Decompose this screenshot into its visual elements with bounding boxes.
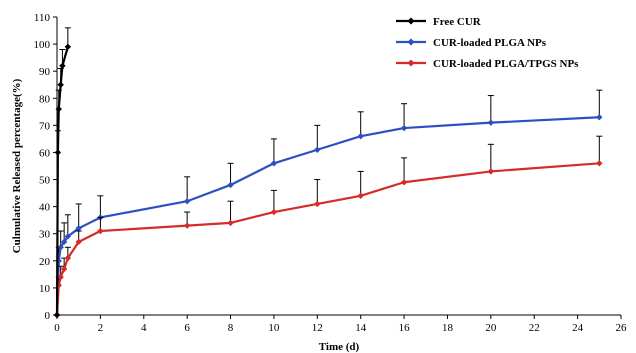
data-point — [60, 265, 68, 273]
data-point — [183, 198, 191, 205]
y-tick-label: 40 — [39, 202, 51, 214]
x-tick-label: 10 — [268, 322, 280, 334]
y-tick-label: 30 — [39, 229, 51, 241]
series-line — [55, 46, 69, 316]
data-point — [227, 181, 234, 189]
data-point — [64, 233, 72, 240]
y-axis-ticks: 0 10 20 30 40 50 60 70 80 90 100 110 — [34, 12, 57, 322]
x-axis-title: Time (d) — [319, 341, 360, 353]
data-point — [596, 160, 603, 167]
data-point — [487, 119, 495, 126]
x-tick-label: 0 — [54, 322, 60, 334]
x-tick-label: 14 — [355, 322, 367, 334]
x-axis-ticks: 0 2 4 6 8 10 12 14 16 18 20 22 24 26 — [54, 315, 627, 334]
x-tick-label: 20 — [485, 322, 497, 334]
x-tick-label: 16 — [399, 322, 411, 334]
series-1 — [53, 89, 603, 319]
y-tick-label: 0 — [45, 310, 51, 322]
data-point — [314, 200, 321, 208]
data-point — [75, 238, 82, 246]
y-tick-label: 10 — [39, 283, 51, 295]
y-tick-label: 20 — [39, 256, 51, 268]
legend-marker — [407, 38, 415, 46]
data-point — [227, 219, 234, 227]
x-tick-label: 24 — [572, 322, 584, 334]
legend-label: Free CUR — [433, 16, 482, 28]
data-point — [487, 168, 495, 175]
data-point — [314, 146, 321, 153]
legend-label: CUR-loaded PLGA NPs — [433, 37, 547, 49]
series-0 — [53, 27, 72, 319]
data-point — [54, 149, 62, 156]
y-axis-title: Culmulative Released percentage(%) — [11, 78, 23, 253]
data-point — [183, 222, 191, 229]
data-point — [97, 227, 104, 235]
y-tick-label: 110 — [34, 12, 51, 24]
y-tick-label: 50 — [39, 175, 51, 187]
data-point — [64, 254, 72, 262]
data-point — [55, 105, 62, 113]
legend-marker — [407, 59, 415, 67]
y-tick-label: 100 — [34, 39, 51, 51]
data-point — [357, 192, 364, 199]
data-point — [59, 62, 66, 69]
series-line — [55, 162, 600, 316]
legend-marker — [407, 17, 415, 25]
y-tick-label: 80 — [39, 93, 51, 105]
data-point — [270, 208, 278, 216]
x-tick-label: 6 — [184, 322, 190, 334]
x-tick-label: 4 — [141, 322, 147, 334]
data-point — [596, 114, 603, 121]
data-point — [400, 124, 408, 132]
data-point — [57, 273, 64, 281]
data-point — [57, 81, 64, 88]
x-tick-label: 26 — [616, 322, 628, 334]
x-tick-label: 22 — [529, 322, 540, 334]
data-point — [357, 133, 364, 140]
x-tick-label: 8 — [228, 322, 234, 334]
series-line — [55, 116, 600, 316]
data-point — [53, 311, 61, 319]
data-point — [75, 225, 82, 232]
data-point — [57, 244, 64, 251]
data-point — [270, 160, 278, 167]
series-2 — [53, 135, 603, 319]
data-point — [64, 43, 72, 50]
y-tick-label: 90 — [39, 66, 51, 78]
plot-area — [53, 27, 603, 319]
y-tick-label: 60 — [39, 147, 51, 159]
x-tick-label: 18 — [442, 322, 454, 334]
data-point — [400, 179, 408, 186]
legend-label: CUR-loaded PLGA/TPGS NPs — [433, 58, 579, 70]
x-tick-label: 2 — [98, 322, 104, 334]
data-point — [60, 238, 68, 246]
x-tick-label: 12 — [312, 322, 323, 334]
y-tick-label: 70 — [39, 120, 51, 132]
legend: Free CUR CUR-loaded PLGA NPs CUR-loaded PL… — [396, 16, 579, 70]
